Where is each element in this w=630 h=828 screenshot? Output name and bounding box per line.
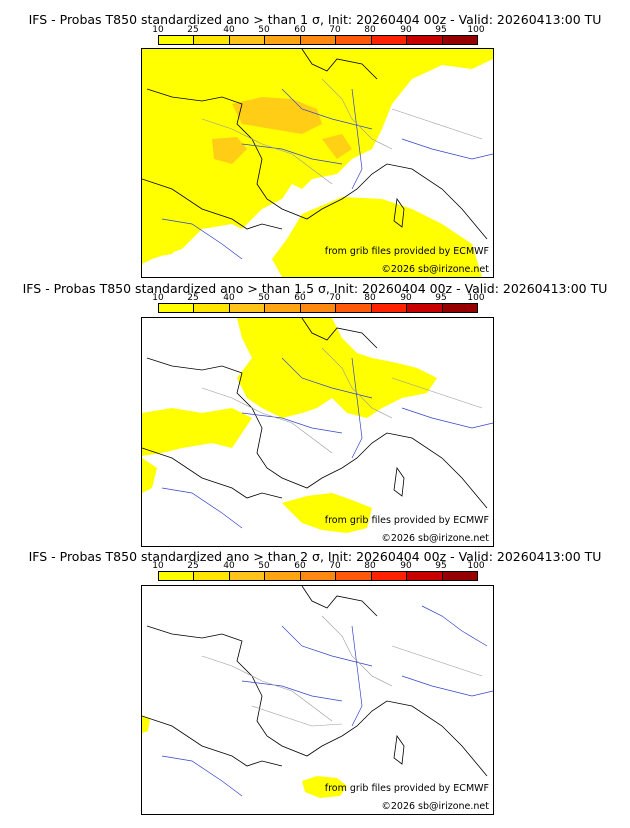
colorbar xyxy=(158,303,478,313)
colorbar xyxy=(158,35,478,45)
colorbar-tick: 95 xyxy=(435,561,447,571)
colorbar-swatch xyxy=(442,36,477,44)
colorbar-swatch xyxy=(159,572,195,580)
credit-copyright: ©2026 sb@irizone.net xyxy=(381,801,489,812)
credit-source: from grib files provided by ECMWF xyxy=(324,246,489,257)
colorbar-labels: 10 25 40 50 60 70 80 90 95 100 xyxy=(150,561,484,571)
colorbar-tick: 90 xyxy=(400,25,412,35)
colorbar-tick: 10 xyxy=(152,293,164,303)
probability-map xyxy=(142,586,493,798)
colorbar-tick: 100 xyxy=(467,25,485,35)
colorbar-tick: 25 xyxy=(187,25,199,35)
colorbar-swatch xyxy=(407,572,443,580)
colorbar-swatch xyxy=(371,36,408,44)
colorbar-tick: 50 xyxy=(258,561,270,571)
colorbar-tick: 60 xyxy=(294,293,306,303)
colorbar-tick: 90 xyxy=(400,293,412,303)
colorbar-tick: 95 xyxy=(435,25,447,35)
colorbar-tick: 60 xyxy=(294,561,306,571)
colorbar xyxy=(158,571,478,581)
colorbar-tick: 70 xyxy=(329,561,341,571)
map-frame: from grib files provided by ECMWF ©2026 … xyxy=(141,48,494,278)
colorbar-swatch xyxy=(194,572,230,580)
colorbar-tick: 80 xyxy=(364,25,376,35)
credit-source: from grib files provided by ECMWF xyxy=(324,783,489,794)
colorbar-swatch xyxy=(159,36,195,44)
colorbar-swatch xyxy=(300,304,337,312)
colorbar-tick: 100 xyxy=(467,293,485,303)
colorbar-tick: 90 xyxy=(400,561,412,571)
colorbar-swatch xyxy=(159,304,195,312)
credit-copyright: ©2026 sb@irizone.net xyxy=(381,264,489,275)
colorbar-tick: 10 xyxy=(152,25,164,35)
colorbar-tick: 60 xyxy=(294,25,306,35)
colorbar-swatch xyxy=(265,572,301,580)
colorbar-swatch xyxy=(300,572,337,580)
colorbar-swatch xyxy=(407,304,443,312)
colorbar-swatch xyxy=(229,36,266,44)
colorbar-swatch xyxy=(442,572,477,580)
probability-map xyxy=(142,318,493,533)
colorbar-swatch xyxy=(300,36,337,44)
colorbar-tick: 40 xyxy=(223,561,235,571)
colorbar-swatch xyxy=(229,572,266,580)
credit-source: from grib files provided by ECMWF xyxy=(324,515,489,526)
colorbar-tick: 25 xyxy=(187,293,199,303)
colorbar-tick: 70 xyxy=(329,293,341,303)
colorbar-labels: 10 25 40 50 60 70 80 90 95 100 xyxy=(150,293,484,303)
colorbar-tick: 80 xyxy=(364,293,376,303)
colorbar-labels: 10 25 40 50 60 70 80 90 95 100 xyxy=(150,25,484,35)
colorbar-swatch xyxy=(265,36,301,44)
map-frame: from grib files provided by ECMWF ©2026 … xyxy=(141,317,494,547)
colorbar-swatch xyxy=(371,304,408,312)
colorbar-swatch xyxy=(336,304,372,312)
colorbar-swatch xyxy=(194,304,230,312)
probability-map xyxy=(142,49,493,277)
colorbar-swatch xyxy=(265,304,301,312)
colorbar-tick: 50 xyxy=(258,293,270,303)
colorbar-tick: 70 xyxy=(329,25,341,35)
colorbar-swatch xyxy=(229,304,266,312)
colorbar-tick: 25 xyxy=(187,561,199,571)
credit-copyright: ©2026 sb@irizone.net xyxy=(381,533,489,544)
colorbar-swatch xyxy=(336,36,372,44)
colorbar-tick: 40 xyxy=(223,293,235,303)
colorbar-tick: 50 xyxy=(258,25,270,35)
colorbar-tick: 95 xyxy=(435,293,447,303)
map-frame: from grib files provided by ECMWF ©2026 … xyxy=(141,585,494,815)
colorbar-tick: 40 xyxy=(223,25,235,35)
colorbar-tick: 80 xyxy=(364,561,376,571)
colorbar-tick: 100 xyxy=(467,561,485,571)
panel-title: IFS - Probas T850 standardized ano > tha… xyxy=(28,549,602,564)
colorbar-swatch xyxy=(407,36,443,44)
colorbar-swatch xyxy=(442,304,477,312)
colorbar-tick: 10 xyxy=(152,561,164,571)
colorbar-swatch xyxy=(336,572,372,580)
colorbar-swatch xyxy=(371,572,408,580)
panel-title: IFS - Probas T850 standardized ano > tha… xyxy=(22,281,608,296)
panel-title: IFS - Probas T850 standardized ano > tha… xyxy=(28,12,602,27)
colorbar-swatch xyxy=(194,36,230,44)
